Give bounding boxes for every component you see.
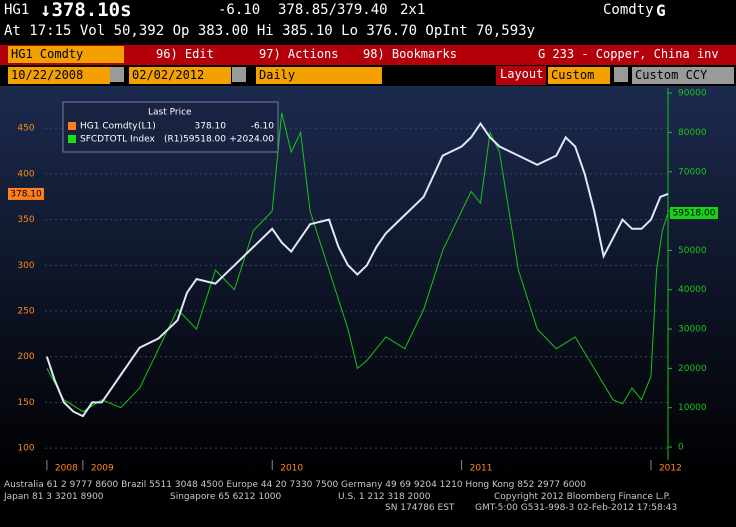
y2-tick-label: 40000 [678,285,707,295]
legend-title: Last Price [148,108,192,118]
footer-line: Singapore 65 6212 1000 [170,492,282,502]
y2-tick-label: 80000 [678,128,707,138]
legend-swatch [68,122,76,130]
last-tag [8,187,44,200]
menu-item[interactable]: 98) Bookmarks [363,47,457,61]
footer-line: Australia 61 2 9777 8600 Brazil 5511 304… [4,480,586,490]
legend-swatch [68,135,76,143]
y-tick-label: 150 [17,398,34,408]
menu-item[interactable]: 96) Edit [156,47,214,61]
y-tick-label: 350 [17,215,34,225]
footer-line: GMT-5:00 G531-998-3 02-Feb-2012 17:58:43 [475,503,678,513]
y2-tick-label: 90000 [678,89,707,99]
last-price: ↓378.10s [40,0,132,21]
legend-name: HG1 Comdty [80,122,138,132]
series-line [46,112,669,413]
layout-label: Layout [500,67,544,81]
x-tick-label: 2009 [91,464,114,474]
y2-tick-label: 50000 [678,246,707,256]
legend-last: 59518.00 [183,135,226,145]
y2-tick-label: 10000 [678,403,707,413]
y-tick-label: 100 [17,444,34,454]
footer-line: U.S. 1 212 318 2000 [338,492,431,502]
quote-line: At 17:15 Vol 50,392 Op 383.00 Hi 385.10 … [4,23,536,39]
size: 2x1 [400,2,426,18]
x-tick-label: 2012 [659,464,682,474]
y2-tick-label: 20000 [678,364,707,374]
y-tick-label: 250 [17,307,34,317]
last-tag-label: 59518.00 [673,208,716,218]
legend-axis: (L1) [138,122,156,132]
legend [62,101,279,153]
y2-tick-label: 0 [678,443,684,453]
x-tick-label: 2010 [280,464,303,474]
legend-last: 378.10 [195,122,227,132]
footer-line: SN 174786 EST [385,503,455,513]
security-field[interactable]: HG1 Comdty [8,46,124,63]
y-tick-label: 400 [17,169,34,179]
legend-change: +2024.00 [229,135,274,145]
menu-item[interactable]: 97) Actions [259,47,339,61]
y2-tick-label: 30000 [678,325,707,335]
series-line [45,121,669,418]
legend-change: -6.10 [251,122,275,132]
net-change: -6.10 [218,2,261,18]
end-date[interactable]: 02/02/2012 [129,67,231,84]
footer-line: Japan 81 3 3201 8900 [4,492,104,502]
bid-ask: 378.85/379.40 [278,2,388,18]
last-tag-label: 378.10 [10,189,42,199]
x-tick-label: 2011 [470,464,493,474]
footer-line: Copyright 2012 Bloomberg Finance L.P. [494,492,671,502]
x-tick-label: 2008 [55,464,78,474]
legend-axis: (R1) [164,135,183,145]
layout-field[interactable]: Custom [548,67,610,84]
toolbar [0,45,736,65]
period[interactable]: Daily [256,67,382,84]
y-tick-label: 450 [17,124,34,134]
chart-name: G 233 - Copper, China inv [538,47,719,61]
layout-bg [496,66,546,85]
chart: 100 150 200 250 300 350 400 450 0 10000 20000 30000… [0,86,736,478]
dropdown-icon[interactable] [614,67,628,82]
y-tick-label: 300 [17,261,34,271]
y2-tick-label: 70000 [678,167,707,177]
function: G [656,1,666,20]
start-date[interactable]: 10/22/2008 [8,67,110,84]
legend-name: SFCDTOTL Index [80,135,156,145]
calendar-icon[interactable] [232,67,246,82]
last-tag [670,206,718,219]
sector: Comdty [603,2,654,18]
ticker: HG1 [4,2,30,18]
calendar-icon[interactable] [110,67,124,82]
y-tick-label: 200 [17,352,34,362]
currency-field[interactable]: Custom CCY [632,67,734,84]
